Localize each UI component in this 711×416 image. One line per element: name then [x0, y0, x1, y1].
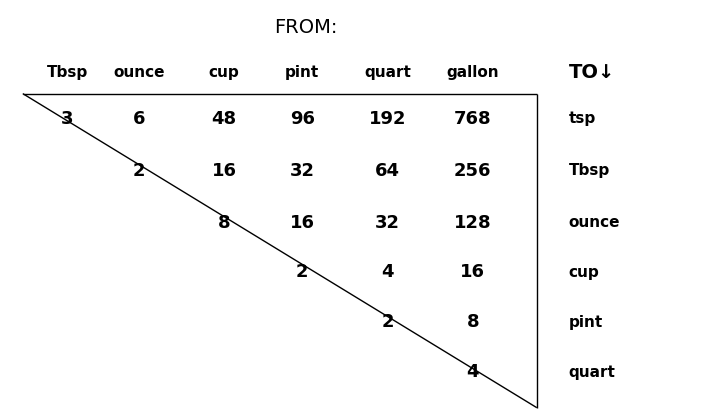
Text: 16: 16: [460, 263, 486, 282]
Text: 192: 192: [369, 109, 406, 128]
Text: 256: 256: [454, 161, 491, 180]
Text: gallon: gallon: [447, 65, 499, 80]
Text: 48: 48: [211, 109, 237, 128]
Text: tsp: tsp: [569, 111, 596, 126]
Text: 8: 8: [466, 313, 479, 332]
Text: cup: cup: [208, 65, 240, 80]
Text: 2: 2: [132, 161, 145, 180]
Text: 4: 4: [466, 363, 479, 381]
Text: 6: 6: [132, 109, 145, 128]
Text: ounce: ounce: [113, 65, 164, 80]
Text: 3: 3: [61, 109, 74, 128]
Text: Tbsp: Tbsp: [569, 163, 610, 178]
Text: pint: pint: [569, 315, 603, 330]
Text: 768: 768: [454, 109, 491, 128]
Text: cup: cup: [569, 265, 599, 280]
Text: ounce: ounce: [569, 215, 620, 230]
Text: pint: pint: [285, 65, 319, 80]
Text: 16: 16: [289, 213, 315, 232]
Text: TO↓: TO↓: [569, 63, 615, 82]
Text: FROM:: FROM:: [274, 17, 338, 37]
Text: quart: quart: [569, 365, 616, 380]
Text: 96: 96: [289, 109, 315, 128]
Text: 8: 8: [218, 213, 230, 232]
Text: 32: 32: [375, 213, 400, 232]
Text: quart: quart: [364, 65, 411, 80]
Text: 64: 64: [375, 161, 400, 180]
Text: Tbsp: Tbsp: [47, 65, 88, 80]
Text: 4: 4: [381, 263, 394, 282]
Text: 2: 2: [381, 313, 394, 332]
Text: 32: 32: [289, 161, 315, 180]
Text: 128: 128: [454, 213, 491, 232]
Text: 16: 16: [211, 161, 237, 180]
Text: 2: 2: [296, 263, 309, 282]
